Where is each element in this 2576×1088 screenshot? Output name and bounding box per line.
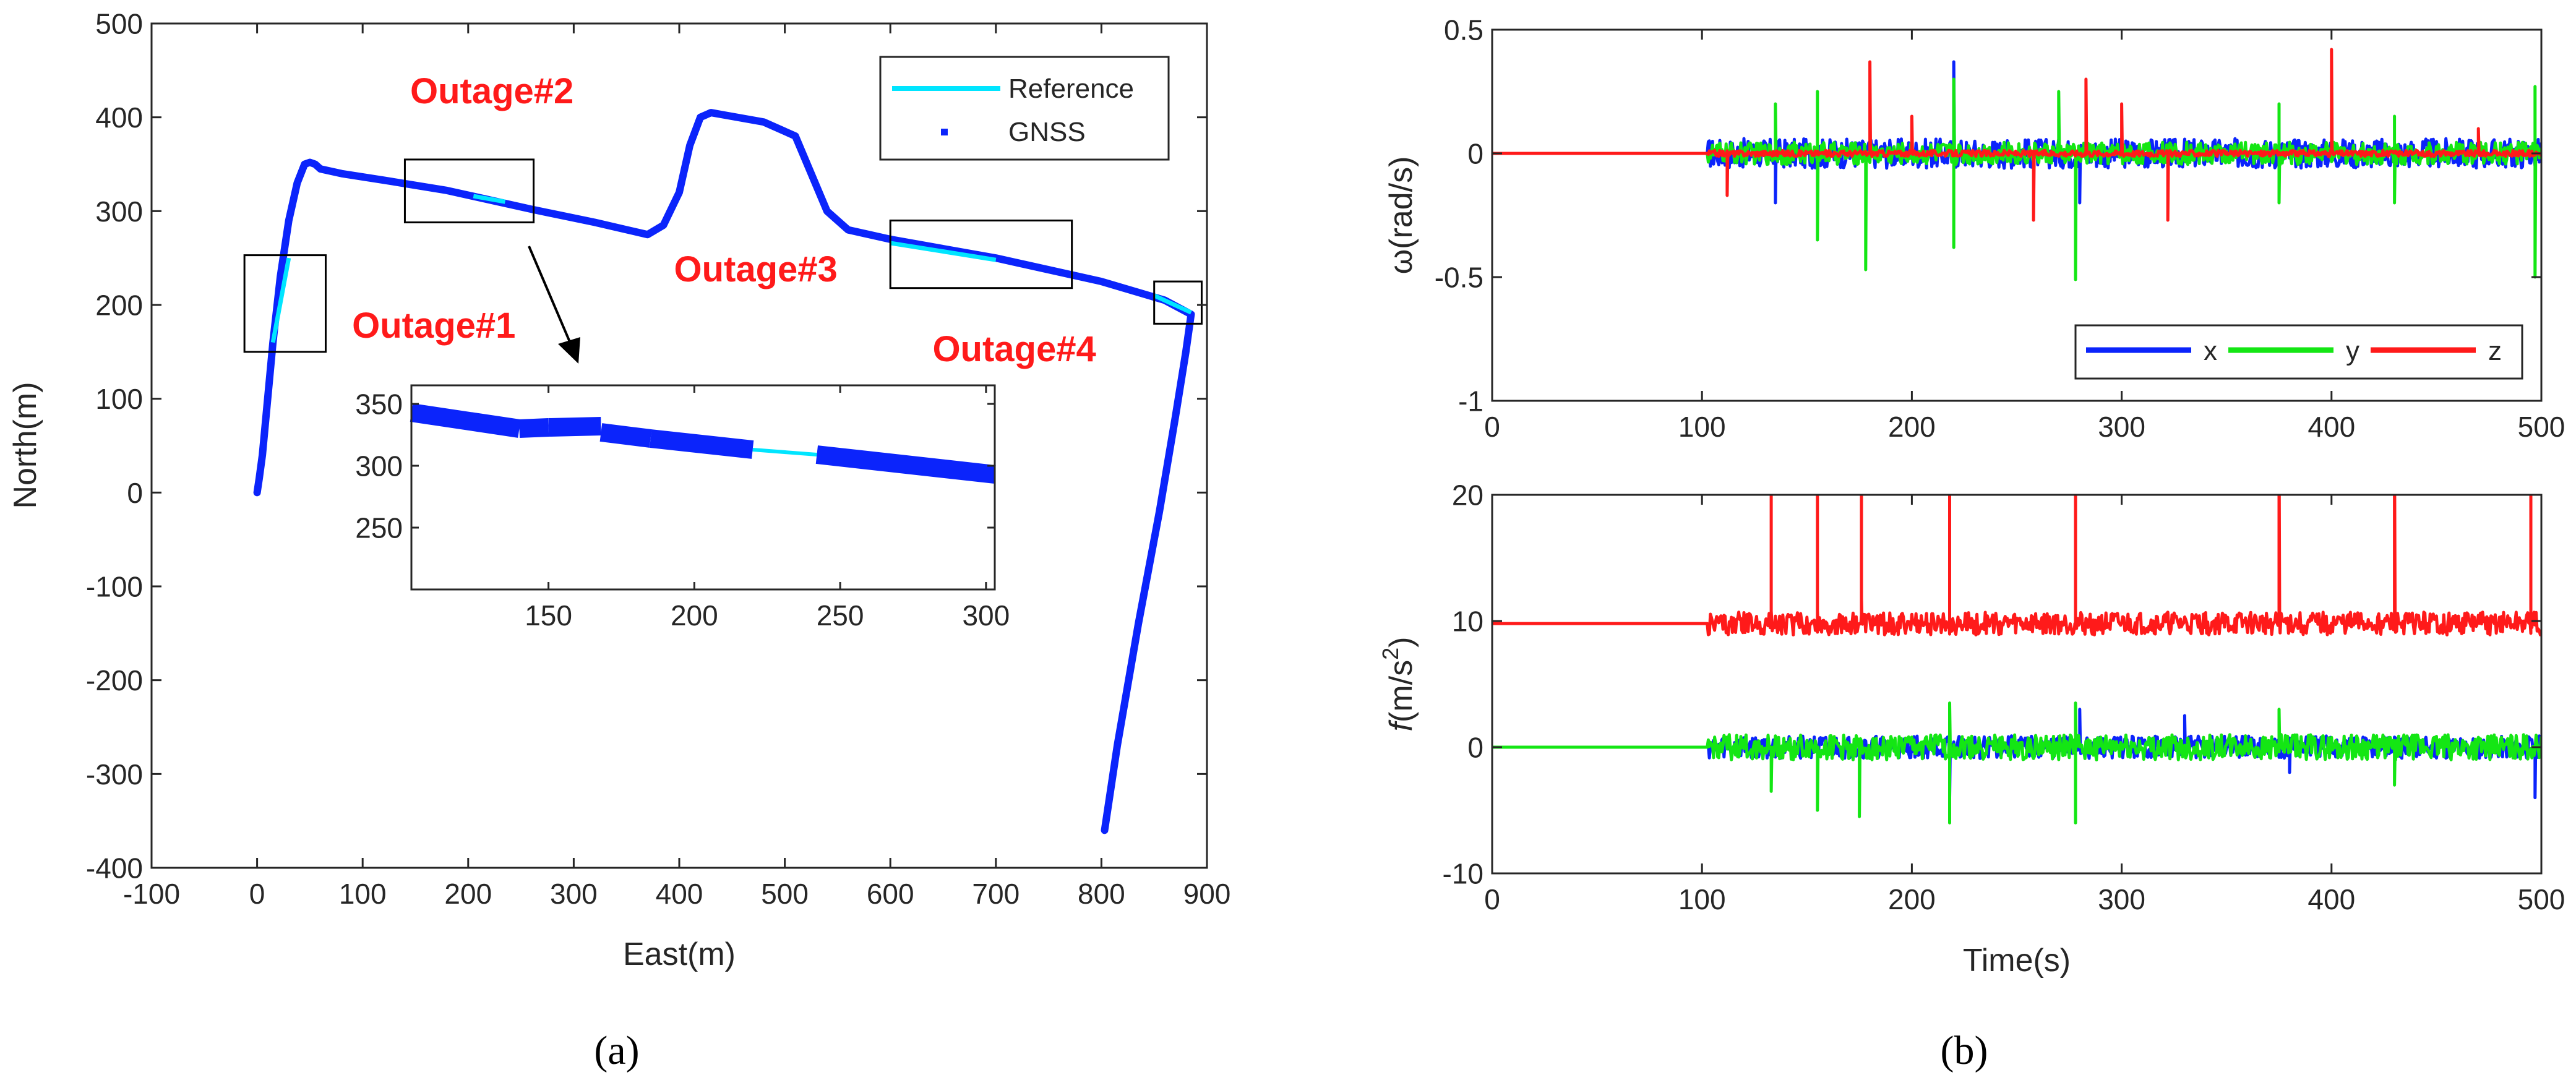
x-tick-label: 600 <box>867 878 914 910</box>
y-tick-label: 20 <box>1452 479 1483 512</box>
y-tick-label: -10 <box>1443 858 1483 890</box>
legend-y-label: y <box>2346 336 2359 366</box>
chart-b-bottom-plot-area <box>1492 390 2541 823</box>
zoom-arrow-head <box>558 337 580 364</box>
figure: -100 0 100 200 300 400 500 600 700 800 900-400-300… <box>0 0 2576 1088</box>
series-group <box>1492 49 2541 280</box>
y-tick-label: 250 <box>355 512 403 544</box>
legend-x-label: x <box>2204 336 2217 366</box>
y-tick-label: 500 <box>95 8 143 40</box>
y-tick-label: 0.5 <box>1444 14 1483 46</box>
chart-a-inset: 150 200 250 300 250 300 350 <box>355 385 1010 632</box>
y-tick-label: 10 <box>1452 606 1483 638</box>
chart-b-bottom-frame <box>1492 495 2541 873</box>
inset-background <box>411 385 995 589</box>
chart-b-top-plot-area <box>1492 49 2541 280</box>
y-tick-label: 400 <box>95 101 143 134</box>
x-tick-label: 400 <box>2308 411 2355 443</box>
series-y-line <box>1492 79 2541 280</box>
x-tick-label: 500 <box>2518 883 2565 915</box>
y-tick-label: -100 <box>86 571 143 603</box>
x-tick-label: 400 <box>2308 883 2355 915</box>
ylabel-exponent: 2 <box>1378 648 1403 660</box>
y-tick-label: 300 <box>355 450 403 482</box>
x-tick-label: 100 <box>339 878 387 910</box>
legend-z-label: z <box>2488 336 2502 366</box>
series-x-line <box>1492 62 2541 203</box>
series-z-line <box>1492 390 2541 635</box>
x-tick-label: 0 <box>1484 411 1500 443</box>
inset-gnss-segment <box>601 432 650 439</box>
chart-b-bottom-xlabel: Time(s) <box>1963 943 2071 979</box>
series-y-line <box>1492 703 2541 823</box>
x-tick-label: 200 <box>1888 883 1936 915</box>
y-tick-label: 200 <box>95 289 143 322</box>
y-tick-label: 0 <box>1467 732 1483 764</box>
ylabel-close: ) <box>1383 637 1419 648</box>
outage-2-label: Outage#2 <box>410 71 573 111</box>
x-tick-label: 800 <box>1078 878 1125 910</box>
y-tick-label: -300 <box>86 758 143 790</box>
outage-box-2 <box>405 160 533 223</box>
y-tick-label: 300 <box>95 195 143 228</box>
legend-gnss-label: GNSS <box>1008 117 1086 147</box>
chart-b-bottom-ylabel: f(m/s2) <box>1378 637 1419 732</box>
x-tick-label: 150 <box>525 599 572 632</box>
x-tick-label: 200 <box>444 878 492 910</box>
y-tick-label: -200 <box>86 664 143 696</box>
x-tick-label: 0 <box>249 878 265 910</box>
x-tick-label: 500 <box>761 878 809 910</box>
x-tick-label: 500 <box>2518 411 2565 443</box>
chart-a-xlabel: East(m) <box>623 936 736 972</box>
ylabel-unit: (m/s <box>1383 660 1419 722</box>
x-tick-label: 700 <box>972 878 1020 910</box>
inset-gnss-segment <box>549 426 601 427</box>
inset-gnss-segment <box>519 427 548 429</box>
x-tick-label: 400 <box>656 878 703 910</box>
x-tick-label: 300 <box>962 599 1010 632</box>
series-group <box>1492 390 2541 823</box>
zoom-arrow-line <box>529 246 572 348</box>
y-tick-label: 350 <box>355 388 403 421</box>
chart-a: -100 0 100 200 300 400 500 600 700 800 900 -400 -300… <box>7 8 1230 1073</box>
x-tick-label: 200 <box>1888 411 1936 443</box>
panel-b-label: (b) <box>1941 1028 1988 1073</box>
x-tick-label: 250 <box>817 599 864 632</box>
x-tick-label: 0 <box>1484 883 1500 915</box>
series-z-line <box>1492 49 2541 220</box>
x-tick-label: 300 <box>550 878 598 910</box>
inset-gnss-segment <box>651 439 753 450</box>
legend-gnss-swatch <box>941 129 948 135</box>
x-tick-label: 900 <box>1183 878 1231 910</box>
x-tick-label: 300 <box>2098 411 2145 443</box>
legend-reference-label: Reference <box>1008 74 1134 104</box>
chart-a-legend: Reference GNSS <box>880 57 1169 160</box>
outage-4-label: Outage#4 <box>932 329 1096 369</box>
y-tick-label: 0 <box>127 477 143 509</box>
x-tick-label: 100 <box>1678 411 1726 443</box>
chart-b-top: 0 100 200 300 400 500 -1 -0.5 0 0.5 ω(rad/s) x y … <box>1383 14 2565 443</box>
x-tick-label: 100 <box>1678 883 1726 915</box>
panel-a-label: (a) <box>594 1028 639 1073</box>
chart-b-top-ylabel: ω(rad/s) <box>1383 156 1419 275</box>
x-tick-label: 300 <box>2098 883 2145 915</box>
y-tick-label: 0 <box>1467 138 1483 170</box>
y-tick-label: -1 <box>1458 385 1483 418</box>
reference-segment-4 <box>1154 296 1191 312</box>
y-tick-label: 100 <box>95 383 143 415</box>
outage-3-label: Outage#3 <box>674 249 837 289</box>
chart-a-ylabel: North(m) <box>7 382 43 508</box>
chart-b-top-legend: x y z <box>2076 325 2522 379</box>
y-tick-label: -400 <box>86 852 143 885</box>
y-tick-label: -0.5 <box>1435 262 1483 294</box>
x-tick-label: 200 <box>671 599 718 632</box>
outage-1-label: Outage#1 <box>352 306 515 346</box>
